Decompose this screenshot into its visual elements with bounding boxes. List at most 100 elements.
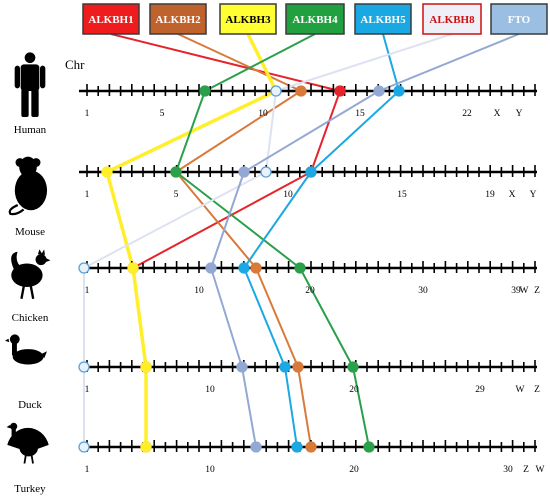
gene-box-fto: FTO: [490, 3, 548, 35]
marker-alkbh5-chicken: [238, 262, 250, 274]
duck-silhouette: Duck: [5, 334, 47, 411]
marker-alkbh4-duck: [347, 361, 359, 373]
connector-alkbh8: [83, 33, 453, 447]
marker-alkbh8-duck: [78, 361, 90, 373]
species-name-duck: Duck: [18, 399, 42, 411]
marker-alkbh2-chicken: [250, 262, 262, 274]
gene-box-alkbh5: ALKBH5: [354, 3, 412, 35]
gene-legend: ALKBH1 ALKBH2 ALKBH3 ALKBH4 ALKBH5 ALKBH8 FTO: [82, 3, 548, 35]
connector-fto: [210, 33, 520, 448]
marker-alkbh4-human: [199, 85, 211, 97]
marker-fto-mouse: [238, 166, 250, 178]
tick-label-turkey: 10: [205, 465, 215, 475]
tick-label-turkey: W: [536, 465, 545, 475]
human-silhouette: Human: [14, 52, 47, 136]
mouse-icon: [8, 155, 49, 216]
species-name-chicken: Chicken: [12, 312, 49, 324]
tick-label-duck: W: [516, 385, 525, 395]
species-panel: Human Mouse Chicken Duck Turkey: [5, 52, 52, 495]
duck-icon: [5, 334, 47, 365]
tick-label-turkey: Z: [523, 465, 529, 475]
marker-alkbh8-mouse: [260, 166, 272, 178]
marker-alkbh2-turkey: [305, 441, 317, 453]
tick-label-mouse: X: [509, 190, 516, 200]
marker-alkbh4-mouse: [170, 166, 182, 178]
tick-label-mouse: 15: [397, 190, 407, 200]
tick-label-mouse: 1: [85, 190, 90, 200]
gene-label-alkbh4: ALKBH4: [292, 14, 338, 26]
tick-label-human: X: [494, 109, 501, 119]
gene-box-alkbh3: ALKBH3: [219, 3, 277, 35]
marker-alkbh3-mouse: [101, 166, 113, 178]
tick-label-chicken: Z: [534, 286, 540, 296]
tick-label-chicken: 30: [418, 286, 428, 296]
turkey-icon: [5, 421, 50, 465]
species-name-human: Human: [14, 124, 47, 136]
human-icon: [14, 52, 46, 118]
marker-fto-human: [373, 85, 385, 97]
chromosome-axes: 1 5 10 15 22 X Y1 5 10 15 19 X Y1 10 20 30 39W Z1 10 20 29 W Z…: [79, 84, 545, 475]
marker-alkbh5-duck: [279, 361, 291, 373]
gene-label-alkbh8: ALKBH8: [429, 14, 475, 26]
connector-alkbh4: [175, 33, 370, 448]
marker-alkbh1-human: [334, 85, 346, 97]
gene-box-alkbh4: ALKBH4: [285, 3, 345, 35]
tick-label-human: 1: [85, 109, 90, 119]
tick-label-duck: 10: [205, 385, 215, 395]
gene-box-alkbh2: ALKBH2: [149, 3, 207, 35]
turkey-silhouette: Turkey: [5, 421, 50, 495]
marker-alkbh3-chicken: [127, 262, 139, 274]
tick-label-turkey: 30: [503, 465, 513, 475]
marker-alkbh8-turkey: [78, 441, 90, 453]
mouse-silhouette: Mouse: [8, 155, 49, 238]
connector-alkbh5: [243, 33, 400, 448]
chr-label: Chr: [65, 57, 85, 72]
tick-label-chicken: 1: [85, 286, 90, 296]
gene-box-alkbh1: ALKBH1: [82, 3, 140, 35]
tick-label-duck: 1: [85, 385, 90, 395]
marker-alkbh8-chicken: [78, 262, 90, 274]
species-name-turkey: Turkey: [14, 483, 46, 495]
gene-markers: [78, 85, 405, 453]
connector-alkbh2: [175, 33, 312, 448]
tick-label-chicken: W: [520, 286, 529, 296]
gene-label-alkbh1: ALKBH1: [88, 14, 133, 26]
marker-alkbh3-duck: [140, 361, 152, 373]
tick-label-mouse: 5: [174, 190, 179, 200]
tick-label-mouse: 19: [485, 190, 495, 200]
marker-alkbh5-turkey: [291, 441, 303, 453]
connector-alkbh3: [105, 33, 278, 447]
gene-label-alkbh5: ALKBH5: [360, 14, 406, 26]
tick-label-human: 22: [462, 109, 472, 119]
connector-lines: [83, 33, 520, 448]
marker-alkbh3-turkey: [140, 441, 152, 453]
tick-label-chicken: 10: [194, 286, 204, 296]
marker-fto-duck: [236, 361, 248, 373]
marker-alkbh2-human: [295, 85, 307, 97]
species-name-mouse: Mouse: [15, 226, 45, 238]
gene-label-alkbh2: ALKBH2: [155, 14, 201, 26]
tick-label-chicken: 20: [305, 286, 315, 296]
marker-alkbh8-human: [270, 85, 282, 97]
tick-label-human: Y: [516, 109, 523, 119]
tick-label-chicken: 39: [511, 286, 521, 296]
tick-label-mouse: 10: [283, 190, 293, 200]
marker-alkbh5-human: [393, 85, 405, 97]
marker-alkbh5-mouse: [305, 166, 317, 178]
tick-label-turkey: 20: [349, 465, 359, 475]
tick-label-mouse: Y: [530, 190, 537, 200]
tick-label-human: 15: [355, 109, 365, 119]
tick-label-human: 10: [258, 109, 268, 119]
tick-label-duck: 29: [475, 385, 485, 395]
gene-box-alkbh8: ALKBH8: [422, 3, 482, 35]
tick-label-human: 5: [160, 109, 165, 119]
chicken-silhouette: Chicken: [9, 248, 52, 324]
axis-human: 1 5 10 15 22 X Y: [79, 84, 537, 119]
marker-alkbh4-turkey: [363, 441, 375, 453]
tick-label-duck: 20: [349, 385, 359, 395]
marker-fto-turkey: [250, 441, 262, 453]
tick-label-duck: Z: [534, 385, 540, 395]
marker-alkbh2-duck: [292, 361, 304, 373]
gene-label-fto: FTO: [508, 14, 531, 26]
